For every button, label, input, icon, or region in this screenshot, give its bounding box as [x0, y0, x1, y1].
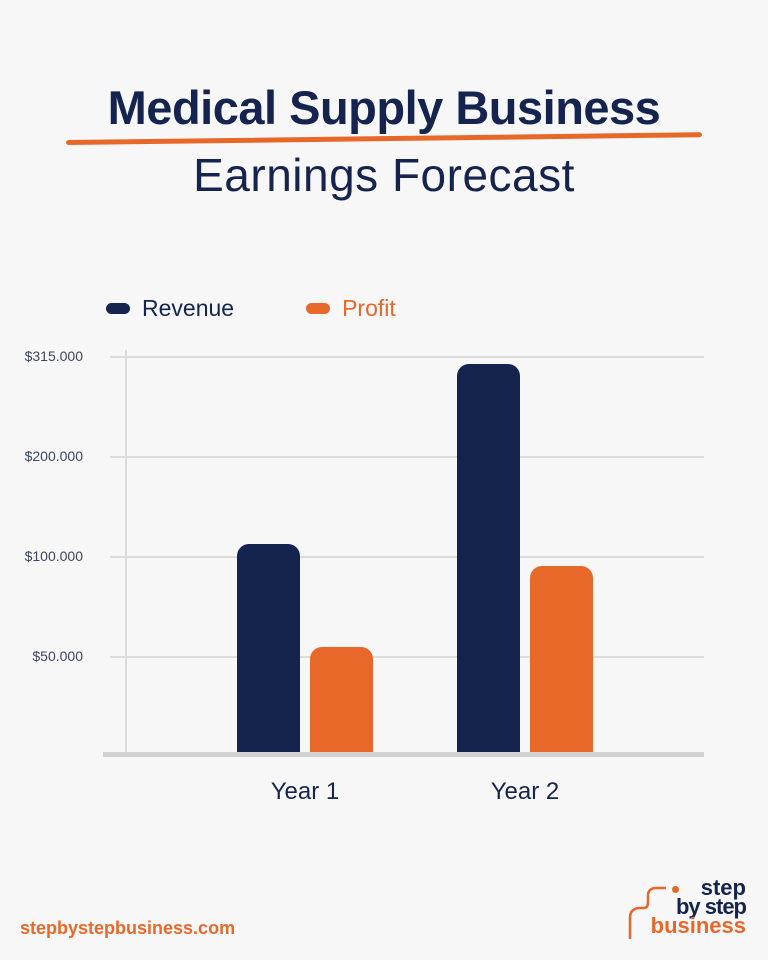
website-link[interactable]: stepbystepbusiness.com — [20, 918, 236, 938]
xtick-label-year2: Year 2 — [490, 778, 560, 805]
chart-legend: Revenue Profit — [106, 295, 468, 322]
logo-text-by-step: by step — [675, 894, 747, 919]
bar-year2-revenue — [457, 364, 520, 753]
bar-year1-revenue — [237, 544, 300, 753]
revenue-swatch-icon — [106, 303, 130, 314]
ytick-label: $50.000 — [32, 648, 83, 664]
legend-item-profit: Profit — [306, 295, 396, 322]
logo-stairs-icon — [628, 886, 666, 940]
legend-label-profit: Profit — [342, 295, 396, 321]
ytick-label: $315.000 — [24, 348, 83, 364]
logo-text-business: business — [650, 913, 746, 938]
legend-item-revenue: Revenue — [106, 295, 234, 322]
gridline — [110, 656, 704, 658]
chart-title-line2: Earnings Forecast — [193, 149, 575, 201]
brand-logo: step by step business — [626, 875, 747, 940]
bar-year1-profit — [310, 647, 373, 753]
y-axis-line — [125, 350, 127, 752]
bar-year2-profit — [530, 566, 593, 753]
chart-title-line1: Medical Supply Business — [107, 81, 661, 134]
gridline — [110, 456, 704, 458]
profit-swatch-icon — [306, 303, 331, 314]
logo-dot-icon — [672, 886, 679, 893]
ytick-label: $200.000 — [24, 448, 83, 464]
x-axis-line — [103, 752, 704, 757]
gridline — [110, 556, 704, 558]
logo-text-step: step — [700, 875, 746, 900]
gridline — [110, 356, 704, 358]
xtick-label-year1: Year 1 — [270, 778, 340, 805]
ytick-label: $100.000 — [24, 548, 83, 564]
legend-label-revenue: Revenue — [142, 295, 235, 321]
